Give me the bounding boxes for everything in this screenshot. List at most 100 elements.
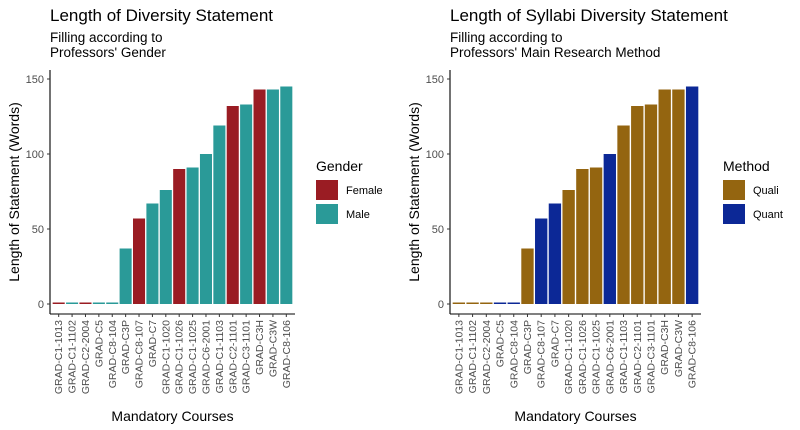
bar-grad-c8-104 [507,302,520,304]
legend-title: Method [723,158,770,174]
legend-label-male: Male [346,209,370,221]
bar-grad-c1-1026 [576,169,589,304]
y-tick-label: 0 [38,299,44,311]
x-tick-label: GRAD-C1-1103 [214,320,226,393]
y-tick-label: 0 [438,299,444,311]
bar-grad-c8-104 [106,302,119,304]
x-tick-label: GRAD-C5 [495,320,507,367]
bar-grad-c1-1102 [66,302,79,304]
bar-grad-c1-1013 [52,302,65,304]
x-tick-label: GRAD-C1-1025 [591,320,603,394]
bar-grad-c1-1013 [452,302,466,304]
y-axis-title: Length of Statement (Words) [6,102,22,282]
bar-grad-c8-106 [685,86,699,304]
y-tick-label: 150 [26,74,44,86]
x-tick-label: GRAD-C1-1013 [453,320,465,394]
x-tick-label: GRAD-C8-107 [134,320,146,388]
chart-subtitle-line: Filling according to [450,30,563,45]
bar-grad-c1-1025 [589,167,603,304]
x-tick-label: GRAD-C1-1020 [160,320,172,394]
bar-grad-c7 [146,203,159,304]
x-tick-label: GRAD-C6-2001 [200,320,212,394]
bar-grad-c2-2004 [480,302,493,304]
x-tick-label: GRAD-C8-107 [536,320,548,388]
bar-grad-c3w [672,89,685,304]
bar-grad-c1-1102 [466,302,479,304]
bar-grad-c1-1026 [173,169,186,304]
chart-title: Length of Diversity Statement [50,6,273,25]
x-tick-label: GRAD-C3-1101 [645,320,657,393]
x-tick-label: GRAD-C8-104 [107,320,119,388]
bar-grad-c5 [92,302,105,304]
x-tick-label: GRAD-C5 [93,320,105,367]
legend-swatch-quali [723,180,745,200]
bar-grad-c3-1101 [240,104,253,304]
bar-grad-c1-1103 [213,125,226,304]
bar-grad-c2-2004 [79,302,92,304]
x-tick-label: GRAD-C1-1020 [563,320,575,394]
x-tick-label: GRAD-C3P [522,320,534,374]
y-tick-label: 100 [426,149,444,161]
bar-grad-c8-107 [133,218,146,304]
bar-grad-c3h [253,89,266,304]
x-tick-label: GRAD-C1-1103 [618,320,630,393]
bar-grad-c1-1020 [562,190,575,304]
x-tick-label: GRAD-C7 [147,320,159,367]
chart-subtitle-line: Filling according to [50,30,163,45]
bar-grad-c3p [521,248,534,304]
x-tick-label: GRAD-C7 [549,320,561,367]
bar-grad-c2-1101 [226,106,239,304]
y-tick-label: 150 [426,74,444,86]
bar-grad-c3-1101 [644,104,658,304]
x-tick-label: GRAD-C2-1101 [227,320,239,393]
legend-swatch-female [316,180,338,200]
bar-grad-c6-2001 [603,154,616,304]
x-tick-label: GRAD-C6-2001 [604,320,616,394]
legend-swatch-quant [723,204,745,224]
x-tick-label: GRAD-C3H [254,320,266,375]
x-tick-label: GRAD-C1-1102 [467,320,479,393]
x-tick-label: GRAD-C1-1026 [577,320,589,394]
x-tick-label: GRAD-C3W [673,320,685,377]
y-tick-label: 100 [26,149,44,161]
bar-grad-c8-107 [535,218,548,304]
x-tick-label: GRAD-C3H [659,320,671,375]
y-tick-label: 50 [432,224,444,236]
x-axis-title: Mandatory Courses [111,408,233,424]
x-tick-label: GRAD-C8-106 [281,320,293,388]
bar-grad-c3w [266,89,279,304]
chart-title: Length of Syllabi Diversity Statement [450,6,728,25]
chart-subtitle-line: Professors' Main Research Method [450,45,660,60]
bar-grad-c3h [658,89,671,304]
legend-label-female: Female [346,185,383,197]
x-tick-label: GRAD-C3-1101 [241,320,253,393]
legend-label-quali: Quali [753,185,779,197]
x-tick-label: GRAD-C1-1013 [53,320,65,394]
x-tick-label: GRAD-C2-2004 [80,320,92,394]
chart-subtitle-line: Professors' Gender [50,45,166,60]
x-tick-label: GRAD-C1-1102 [67,320,79,393]
x-axis-title: Mandatory Courses [514,408,636,424]
x-tick-label: GRAD-C8-104 [508,320,520,388]
bar-grad-c1-1025 [186,167,199,304]
bar-grad-c3p [119,248,132,304]
legend-label-quant: Quant [753,209,783,221]
x-tick-label: GRAD-C1-1025 [187,320,199,394]
bar-grad-c5 [493,302,507,304]
bar-grad-c8-106 [280,86,293,304]
bar-grad-c6-2001 [199,154,212,304]
legend-title: Gender [316,158,363,174]
y-axis-title: Length of Statement (Words) [406,102,422,282]
bar-grad-c2-1101 [631,106,644,304]
legend-swatch-male [316,204,338,224]
y-tick-label: 50 [32,224,44,236]
x-tick-label: GRAD-C2-1101 [632,320,644,393]
x-tick-label: GRAD-C3W [267,320,279,377]
x-tick-label: GRAD-C8-106 [687,320,699,388]
x-tick-label: GRAD-C1-1026 [174,320,186,394]
x-tick-label: GRAD-C3P [120,320,132,374]
bar-grad-c1-1020 [159,190,172,304]
bar-grad-c7 [548,203,562,304]
